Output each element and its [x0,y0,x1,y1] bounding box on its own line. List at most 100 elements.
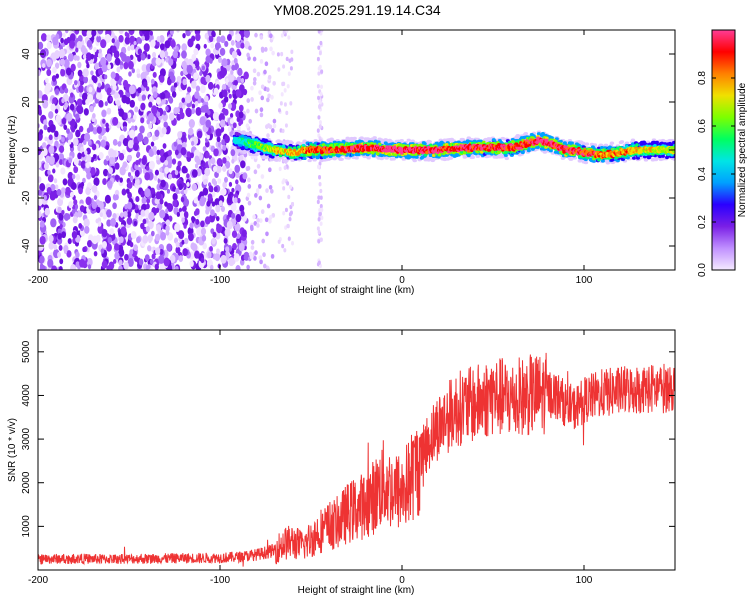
spectrogram-noise-cell [97,221,102,227]
spectrogram-noise-cell [60,167,66,175]
spectrogram-stripe-cell [282,178,286,183]
spectrogram-noise-cell [96,206,101,214]
spectrogram-noise-cell [60,69,66,77]
spectrogram-noise-cell [126,216,133,225]
spectrogram-noise-cell [86,257,93,267]
spectrogram-marks [38,30,675,270]
spectrogram-noise-cell [104,101,108,107]
spectrogram-noise-cell [168,58,174,66]
spectrogram-noise-cell [266,97,270,103]
spectrogram-noise-cell [238,111,244,119]
spectrogram-noise-cell [106,180,113,189]
spectrogram-noise-cell [203,179,207,186]
spectrogram-ridge-cell [366,156,371,160]
spectrogram-noise-cell [154,129,160,137]
spectrogram-noise-cell [195,106,202,116]
spectrogram-noise-cell [147,234,153,243]
spectrogram-noise-cell [121,53,127,62]
spectrogram-stripe-cell [276,52,280,57]
spectrogram-stripe-cell [289,66,293,71]
spectrogram-noise-cell [88,86,93,93]
spectrogram-stripe-cell [318,124,322,129]
spectrogram-noise-cell [96,35,102,43]
spectrogram-ridge-cell [654,140,659,144]
spectrogram-noise-cell [125,188,130,194]
spectrogram-noise-cell [91,235,98,245]
spectrogram-noise-cell [146,197,151,204]
spectrogram-noise-cell [267,93,271,99]
spectrogram-noise-cell [38,210,42,219]
spectrogram-noise-cell [201,235,207,242]
spectrogram-stripe-cell [320,30,324,33]
spectrogram-noise-cell [67,139,72,145]
spectrogram-stripe-cell [319,237,323,242]
spectrogram-noise-cell [93,250,98,257]
spectrogram-noise-cell [45,155,51,163]
spectrogram-ridge-cell [371,154,376,158]
spectrogram-noise-cell [54,50,61,59]
spectrogram-ridge-cell [269,158,274,162]
spectrogram-noise-cell [77,152,82,160]
spectrogram-noise-cell [210,42,215,49]
spectrogram-noise-cell [66,250,72,258]
spectrogram-noise-cell [161,97,166,105]
spectrogram-noise-cell [252,56,257,62]
spectrogram-noise-cell [94,62,99,70]
spectrogram-noise-cell [63,59,70,68]
spectrogram-noise-cell [87,264,92,270]
spectrogram-noise-cell [248,118,253,124]
spectrogram-noise-cell [183,188,188,195]
spectrogram-noise-cell [258,218,263,224]
spectrogram-noise-cell [200,105,206,113]
spectrogram-noise-cell [113,91,119,100]
spectrogram-ridge-cell [631,156,636,160]
spectrogram-noise-cell [170,85,176,93]
spectrogram-noise-cell [228,93,232,99]
spectrogram-stripe-cell [283,102,287,107]
spectrogram-noise-cell [199,116,206,126]
spectrogram-noise-cell [156,111,161,118]
spectrogram-noise-cell [127,211,132,218]
spectrogram-noise-cell [148,95,154,104]
spectrogram-noise-cell [118,152,125,161]
spectrogram-stripe-cell [316,84,320,89]
spectrogram-noise-cell [256,223,260,228]
spectrogram-noise-cell [268,167,272,173]
spectrogram-noise-cell [145,264,150,270]
spectrogram-noise-cell [186,86,192,93]
spectrogram-noise-cell [63,248,68,254]
spectrogram-noise-cell [243,254,248,261]
spectrogram-noise-cell [176,30,180,33]
spectrogram-noise-cell [200,257,205,264]
spectrogram-stripe-cell [281,128,285,134]
spectrogram-stripe-cell [285,56,289,62]
spectrogram-noise-cell [57,251,62,258]
spectrogram-noise-cell [215,232,221,240]
spectrogram-noise-cell [235,265,241,270]
spectrogram-noise-cell [58,48,66,58]
spectrogram-noise-cell [102,213,107,220]
spectrogram-noise-cell [72,137,79,147]
spectrogram-noise-cell [212,165,218,173]
spectrogram-noise-cell [181,97,186,103]
spectrogram-noise-cell [97,82,102,88]
spectrogram-noise-cell [73,157,79,166]
spectrogram-noise-cell [254,108,259,114]
spectrogram-ridge-cell [312,158,317,162]
spectrogram-noise-cell [43,162,49,170]
spectrogram-noise-cell [205,208,210,215]
spectrogram-noise-cell [102,118,106,124]
spectrogram-noise-cell [228,168,233,175]
spectrogram-noise-cell [55,162,60,168]
spectrogram-noise-cell [271,128,275,133]
spectrogram-noise-cell [40,33,47,42]
spectrogram-noise-cell [71,182,77,191]
spectrogram-noise-cell [47,169,51,176]
spectrogram-noise-cell [165,57,169,63]
spectrogram-noise-cell [220,35,226,44]
spectrogram-noise-cell [234,170,240,179]
spectrogram-noise-cell [187,38,194,48]
spectrogram-noise-cell [55,73,60,79]
spectrogram-noise-cell [154,169,159,176]
